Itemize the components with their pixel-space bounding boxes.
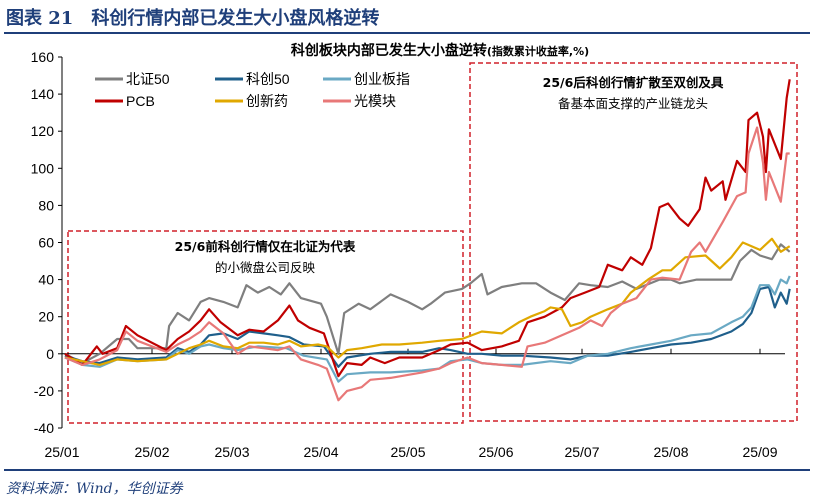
series-line-2	[64, 285, 791, 368]
x-tick-label: 25/04	[303, 444, 338, 460]
y-tick-label: -20	[34, 383, 54, 399]
x-tick-label: 25/09	[742, 444, 777, 460]
figure-title: 图表 21 科创行情内部已发生大小盘风格逆转	[6, 8, 380, 29]
legend-label: 光模块	[354, 93, 396, 109]
annotation-text: 25/6前科创行情仅在北证为代表	[175, 239, 356, 254]
y-tick-label: 140	[31, 86, 55, 102]
y-tick-label: 60	[38, 235, 54, 251]
y-tick-label: 160	[31, 49, 55, 65]
legend-label: 创业板指	[354, 71, 410, 87]
y-tick-label: 0	[46, 346, 54, 362]
y-tick-label: 100	[31, 160, 55, 176]
chart-title: 科创板块内部已发生大小盘逆转(指数累计收益率,%)	[291, 42, 589, 59]
y-tick-label: 120	[31, 123, 55, 139]
x-tick-label: 25/01	[44, 444, 79, 460]
annotation-box-before-june	[67, 230, 464, 424]
series-line-1	[64, 243, 791, 365]
bottom-divider	[4, 469, 810, 471]
annotation-text: 25/6后科创行情扩散至双创及具	[543, 75, 724, 90]
source-note: 资料来源：Wind，华创证券	[6, 481, 183, 497]
legend-label: 科创50	[246, 71, 290, 87]
y-tick-label: 40	[38, 272, 54, 288]
legend-label: 北证50	[126, 71, 170, 87]
series-line-3	[64, 275, 791, 383]
legend-label: PCB	[126, 93, 155, 109]
series-line-5	[64, 237, 791, 366]
x-tick-label: 25/07	[564, 444, 599, 460]
series-line-6	[64, 126, 790, 402]
x-tick-label: 25/06	[478, 444, 513, 460]
annotation-text: 的小微盘公司反映	[215, 260, 316, 275]
annotation-text: 备基本面支撑的产业链龙头	[558, 96, 708, 111]
y-tick-label: 80	[38, 197, 54, 213]
y-tick-label: 20	[38, 309, 54, 325]
top-divider	[4, 32, 810, 34]
x-tick-label: 25/08	[653, 444, 688, 460]
x-tick-label: 25/05	[390, 444, 425, 460]
x-tick-label: 25/03	[214, 444, 249, 460]
y-tick-label: -40	[34, 420, 54, 436]
x-tick-label: 25/02	[134, 444, 169, 460]
series-line-4	[64, 79, 791, 378]
legend-label: 创新药	[246, 93, 288, 109]
annotation-box-after-june	[469, 62, 798, 422]
